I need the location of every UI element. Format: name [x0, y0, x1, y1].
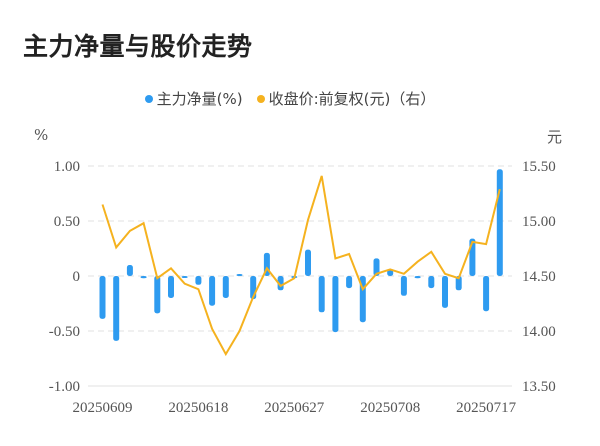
- net-flow-bar[interactable]: [126, 265, 133, 276]
- net-flow-bar[interactable]: [305, 249, 311, 276]
- net-flow-bar[interactable]: [181, 276, 188, 278]
- right-axis-tick: 15.50: [522, 159, 556, 175]
- x-axis-tick: 20250609: [73, 400, 133, 416]
- legend-label-close-price: 收盘价:前复权(元)（右）: [268, 90, 436, 108]
- legend-item-net-flow[interactable]: 主力净量(%): [144, 88, 243, 109]
- net-flow-bar[interactable]: [442, 276, 448, 308]
- left-axis-tick: 1.00: [54, 159, 80, 175]
- net-flow-bar[interactable]: [483, 276, 490, 312]
- net-flow-bar[interactable]: [209, 276, 216, 306]
- left-axis-tick: -1.00: [49, 379, 80, 395]
- net-flow-bar[interactable]: [222, 276, 229, 298]
- net-flow-bar[interactable]: [277, 276, 284, 291]
- net-flow-bar[interactable]: [346, 276, 353, 289]
- net-flow-bar[interactable]: [373, 258, 380, 276]
- right-axis-tick: 14.50: [522, 269, 556, 285]
- net-flow-bar[interactable]: [400, 276, 407, 296]
- legend-label-net-flow: 主力净量(%): [156, 90, 243, 108]
- blue-dot-icon: [144, 94, 153, 103]
- net-flow-bar[interactable]: [414, 276, 421, 279]
- net-flow-bar[interactable]: [195, 276, 202, 285]
- x-axis-tick: 20250627: [264, 400, 325, 416]
- right-axis-tick: 14.00: [522, 324, 556, 340]
- chart-title: 主力净量与股价走势: [23, 32, 253, 61]
- legend-item-close-price[interactable]: 收盘价:前复权(元)（右）: [256, 88, 436, 109]
- net-flow-bar[interactable]: [496, 169, 503, 276]
- close-price-line[interactable]: [101, 175, 501, 357]
- net-flow-bar[interactable]: [387, 269, 394, 276]
- x-axis-tick: 20250717: [456, 400, 517, 416]
- net-flow-bar[interactable]: [99, 276, 106, 319]
- net-flow-bar[interactable]: [140, 276, 147, 279]
- x-axis-tick: 20250708: [360, 400, 420, 416]
- net-flow-bar[interactable]: [236, 274, 243, 276]
- right-axis-tick: 15.00: [522, 214, 556, 230]
- legend: 主力净量(%) 收盘价:前复权(元)（右）: [0, 88, 600, 109]
- left-axis-unit: %: [34, 126, 49, 144]
- net-flow-bar[interactable]: [428, 276, 435, 289]
- left-axis-tick: 0.50: [54, 214, 80, 230]
- left-axis-tick: 0: [73, 269, 81, 285]
- right-axis-unit: 元: [547, 128, 563, 146]
- orange-dot-icon: [256, 94, 265, 103]
- net-flow-bar[interactable]: [318, 276, 325, 313]
- net-flow-bar[interactable]: [168, 276, 174, 298]
- net-flow-bar[interactable]: [113, 276, 120, 341]
- net-flow-bar[interactable]: [332, 276, 339, 333]
- net-flow-bar[interactable]: [154, 276, 161, 314]
- right-axis-tick: 13.50: [522, 379, 556, 395]
- net-flow-bar[interactable]: [455, 276, 462, 291]
- x-axis-tick: 20250618: [168, 400, 228, 416]
- left-axis-tick: -0.50: [49, 324, 80, 340]
